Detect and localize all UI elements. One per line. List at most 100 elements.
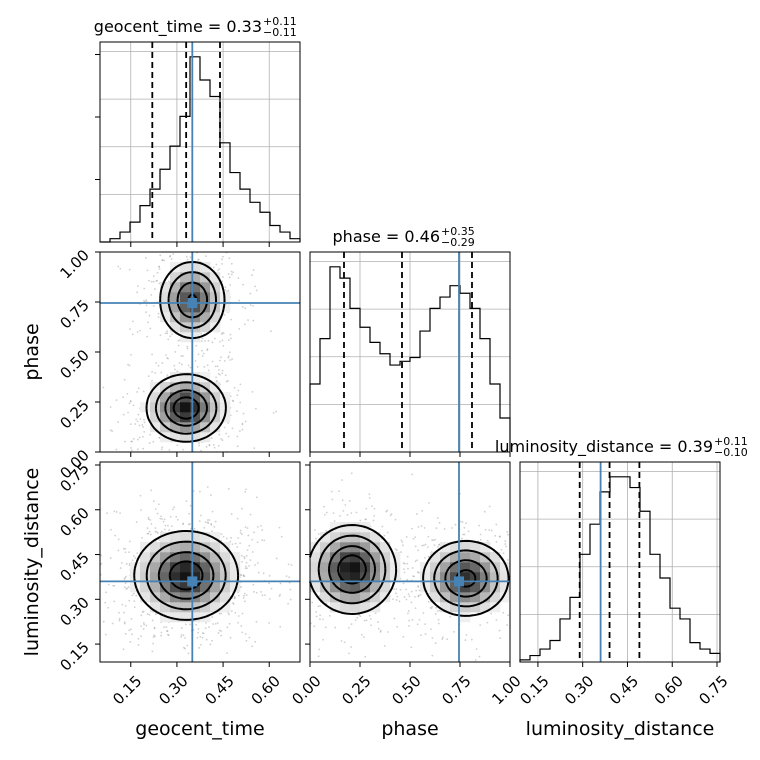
sample-point bbox=[396, 625, 399, 628]
sample-point bbox=[213, 337, 216, 340]
panel-title-luminosity_distance: luminosity_distance = 0.39 +0.11−0.10 bbox=[495, 435, 748, 459]
sample-point bbox=[166, 630, 168, 633]
density-cell bbox=[180, 552, 191, 563]
sample-point bbox=[240, 507, 243, 510]
sample-point bbox=[184, 623, 187, 626]
density-cell bbox=[190, 282, 201, 293]
sample-point bbox=[394, 518, 397, 521]
sample-point bbox=[416, 559, 419, 562]
sample-point bbox=[123, 378, 126, 381]
sample-point bbox=[478, 524, 481, 527]
sample-point bbox=[230, 318, 233, 321]
sample-point bbox=[176, 518, 179, 521]
sample-point bbox=[184, 637, 187, 639]
density-cell bbox=[460, 542, 471, 553]
sample-point bbox=[239, 531, 242, 534]
sample-point bbox=[215, 376, 217, 379]
sample-point bbox=[248, 636, 251, 639]
sample-point bbox=[166, 332, 169, 335]
sample-point bbox=[151, 619, 154, 622]
sample-point bbox=[152, 636, 155, 639]
sample-point bbox=[130, 446, 132, 449]
density-cell bbox=[470, 562, 481, 573]
sample-point bbox=[161, 259, 164, 261]
sample-point bbox=[237, 537, 240, 539]
density-cell bbox=[190, 372, 201, 383]
sample-point bbox=[435, 527, 438, 529]
sample-point bbox=[243, 600, 246, 603]
sample-point bbox=[507, 559, 509, 561]
density-cell bbox=[200, 562, 211, 573]
sample-point bbox=[461, 537, 463, 540]
sample-point bbox=[128, 599, 131, 602]
sample-point bbox=[358, 614, 360, 616]
sample-point bbox=[127, 363, 129, 366]
sample-point bbox=[171, 333, 173, 336]
sample-point bbox=[167, 280, 170, 283]
sample-point bbox=[180, 633, 183, 636]
sample-point bbox=[163, 626, 165, 628]
sample-point bbox=[137, 637, 140, 640]
sample-point bbox=[117, 549, 120, 552]
sample-point bbox=[214, 622, 217, 625]
sample-point bbox=[248, 544, 251, 547]
sample-point bbox=[431, 637, 434, 639]
sample-point bbox=[502, 611, 505, 614]
sample-point bbox=[182, 634, 185, 637]
density-cell bbox=[460, 562, 471, 573]
density-cell bbox=[200, 392, 211, 403]
sample-point bbox=[205, 446, 208, 448]
sample-point bbox=[500, 548, 503, 551]
sample-point bbox=[350, 472, 353, 475]
sample-point bbox=[206, 348, 209, 351]
sample-point bbox=[249, 304, 252, 306]
density-cell bbox=[320, 562, 331, 573]
sample-point bbox=[431, 654, 434, 657]
sample-point bbox=[261, 539, 263, 541]
sample-point bbox=[187, 652, 190, 655]
sample-point bbox=[319, 618, 321, 620]
x-tick-label: 0.30 bbox=[155, 672, 191, 708]
sample-point bbox=[218, 629, 221, 632]
sample-point bbox=[220, 333, 223, 335]
sample-point bbox=[203, 526, 206, 529]
sample-point bbox=[317, 655, 320, 658]
density-cell bbox=[340, 582, 351, 593]
sample-point bbox=[232, 400, 235, 403]
sample-point bbox=[158, 265, 160, 268]
density-cell bbox=[180, 432, 191, 443]
sample-point bbox=[130, 353, 133, 356]
sample-point bbox=[143, 421, 146, 424]
sample-point bbox=[226, 379, 229, 382]
sample-point bbox=[245, 554, 248, 557]
sample-point bbox=[233, 597, 236, 600]
sample-point bbox=[201, 349, 203, 352]
sample-point bbox=[248, 565, 251, 567]
sample-point bbox=[125, 588, 128, 590]
density-cell bbox=[360, 532, 371, 543]
sample-point bbox=[245, 488, 247, 491]
sample-point bbox=[132, 437, 135, 440]
sample-point bbox=[229, 284, 231, 286]
sample-point bbox=[157, 503, 160, 506]
sample-point bbox=[210, 523, 213, 525]
sample-point bbox=[124, 576, 127, 579]
sample-point bbox=[133, 600, 136, 602]
density-cell bbox=[440, 582, 451, 593]
sample-point bbox=[150, 523, 153, 525]
sample-point bbox=[123, 578, 126, 580]
sample-point bbox=[131, 594, 134, 597]
sample-point bbox=[201, 355, 204, 357]
sample-point bbox=[137, 644, 140, 646]
sample-point bbox=[344, 504, 347, 506]
sample-point bbox=[244, 526, 247, 529]
sample-point bbox=[180, 635, 183, 638]
sample-point bbox=[427, 555, 430, 558]
sample-point bbox=[161, 259, 164, 262]
sample-point bbox=[229, 359, 232, 361]
scatter-panel-geocent_time-vs-luminosity_distance bbox=[95, 461, 301, 667]
sample-point bbox=[488, 505, 491, 508]
sample-point bbox=[129, 628, 132, 631]
sample-point bbox=[223, 426, 226, 429]
density-cell bbox=[320, 582, 331, 593]
